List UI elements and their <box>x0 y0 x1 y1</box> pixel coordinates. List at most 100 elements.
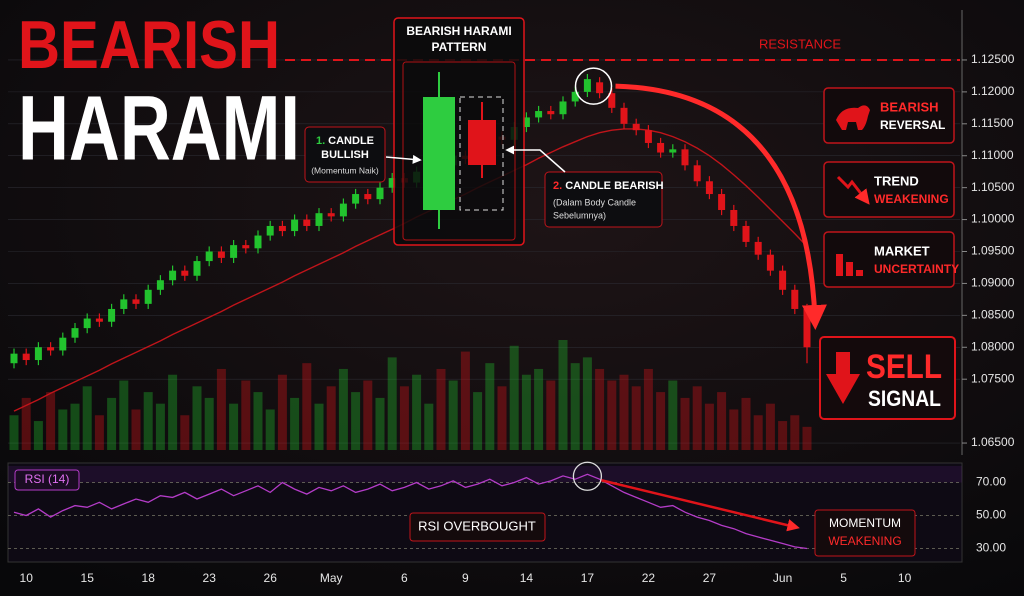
candle-body <box>230 245 238 258</box>
volume-bar <box>619 374 629 450</box>
candle-body <box>388 178 396 188</box>
volume-bar <box>168 374 178 450</box>
volume-bar <box>546 380 556 450</box>
candle-body <box>303 219 311 226</box>
x-tick-label: 22 <box>642 571 656 585</box>
momentum-box <box>814 509 916 557</box>
candle-body <box>47 347 55 351</box>
y-tick-label: 1.09500 <box>971 244 1015 258</box>
title-line: BEARISH <box>18 7 280 83</box>
y-tick-label: 1.11500 <box>971 116 1014 130</box>
candle-body <box>669 149 677 153</box>
callout-note: (Momentum Naik) <box>311 165 379 175</box>
volume-bar <box>338 368 348 450</box>
candle-body <box>144 289 152 304</box>
pattern-dash <box>459 96 504 211</box>
volume-bar <box>277 374 287 450</box>
signal-text: WEAKENING <box>874 192 949 206</box>
volume-bar <box>216 368 226 450</box>
sell-icon <box>826 352 860 404</box>
sell-text: SIGNAL <box>868 386 941 411</box>
candle-body <box>193 261 201 276</box>
callout-arrow <box>385 154 422 164</box>
volume-bar <box>33 421 43 450</box>
callout-text: CANDLE BEARISH <box>565 180 663 192</box>
signal-icon <box>836 175 870 205</box>
rsi-tick-label: 50.00 <box>976 508 1006 522</box>
volume-bar <box>424 403 434 450</box>
volume-bar <box>643 368 653 450</box>
volume-bar <box>656 392 666 450</box>
candle-body <box>327 213 335 217</box>
y-tick-label: 1.09000 <box>971 276 1015 290</box>
x-tick-label: 10 <box>20 571 34 585</box>
volume-bar <box>473 392 483 450</box>
volume-bar <box>680 397 690 450</box>
candle-body <box>59 337 67 351</box>
volume-bar <box>21 397 31 450</box>
x-tick-label: May <box>320 571 343 585</box>
candle-body <box>608 93 616 108</box>
candle-body <box>217 251 225 258</box>
volume-bar <box>582 357 592 450</box>
candle-body <box>730 210 738 226</box>
candle-body <box>132 299 140 304</box>
y-tick-label: 1.12500 <box>971 52 1015 66</box>
title-line: HARAMI <box>18 77 300 179</box>
volume-bar <box>399 386 409 450</box>
candle-body <box>583 79 591 92</box>
candle-body <box>10 353 18 364</box>
signal-text: TREND <box>874 173 919 188</box>
candle-body <box>278 225 286 232</box>
candle-body <box>376 187 384 200</box>
candle-body <box>291 219 299 232</box>
volume-bar <box>521 374 531 450</box>
candle-body <box>547 111 555 115</box>
y-tick-label: 1.06500 <box>971 435 1015 449</box>
signal-icon <box>836 254 843 276</box>
rsi-overbought-zone <box>8 466 962 483</box>
x-tick-label: 15 <box>81 571 95 585</box>
volume-bar <box>570 363 580 450</box>
volume-bar <box>741 397 751 450</box>
volume-bar <box>692 386 702 450</box>
callout-box <box>544 171 663 228</box>
volume-bar <box>509 345 519 450</box>
candle-body <box>169 270 177 281</box>
candle-body <box>779 270 787 290</box>
candle-body <box>34 347 42 361</box>
x-tick-label: 23 <box>203 571 217 585</box>
volume-bar <box>290 397 300 450</box>
callout-note: (Dalam Body Candle <box>553 197 636 207</box>
signal-text: UNCERTAINTY <box>874 262 959 276</box>
candle-body <box>535 111 543 118</box>
candle-body <box>693 165 701 182</box>
rsi-peak-highlight <box>572 461 603 491</box>
x-tick-label: 26 <box>264 571 278 585</box>
y-tick-label: 1.10500 <box>971 180 1015 194</box>
candle-body <box>22 353 30 361</box>
pattern-title: PATTERN <box>432 40 487 54</box>
candle-body <box>315 213 323 226</box>
candle-body <box>95 318 103 322</box>
volume-bar <box>753 415 763 450</box>
x-tick-label: 18 <box>142 571 156 585</box>
pattern-inner <box>402 61 516 241</box>
x-tick-label: 5 <box>840 571 847 585</box>
candle-body <box>352 194 360 204</box>
volume-bar <box>131 409 141 450</box>
candle-body <box>596 82 604 94</box>
x-tick-label: 27 <box>703 571 717 585</box>
annotation-box <box>409 512 546 542</box>
y-tick-label: 1.10000 <box>971 212 1015 226</box>
volume-bar <box>94 415 104 450</box>
candle-body <box>120 299 128 309</box>
volume-bar <box>155 403 165 450</box>
volume-bar <box>265 409 275 450</box>
x-tick-label: 10 <box>898 571 912 585</box>
volume-bar <box>192 386 202 450</box>
candle-body <box>657 142 665 153</box>
y-tick-label: 1.11000 <box>971 148 1014 162</box>
candle-body <box>83 318 91 329</box>
